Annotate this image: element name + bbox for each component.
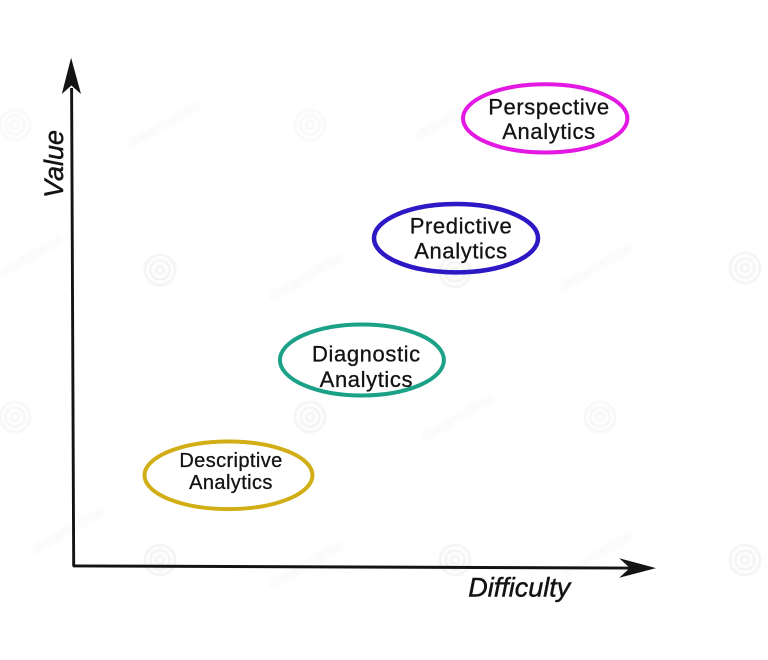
svg-text:Analytics: Analytics: [189, 472, 273, 494]
svg-text:Value: Value: [39, 130, 69, 198]
svg-text:Diagnostic: Diagnostic: [312, 341, 421, 366]
svg-text:Analytics: Analytics: [502, 119, 595, 144]
svg-text:Difficulty: Difficulty: [468, 572, 572, 602]
svg-text:Predictive: Predictive: [410, 213, 513, 238]
svg-text:Analytics: Analytics: [320, 367, 413, 392]
svg-text:Perspective: Perspective: [488, 95, 610, 120]
svg-text:Descriptive: Descriptive: [179, 450, 282, 472]
svg-text:Analytics: Analytics: [414, 238, 507, 263]
